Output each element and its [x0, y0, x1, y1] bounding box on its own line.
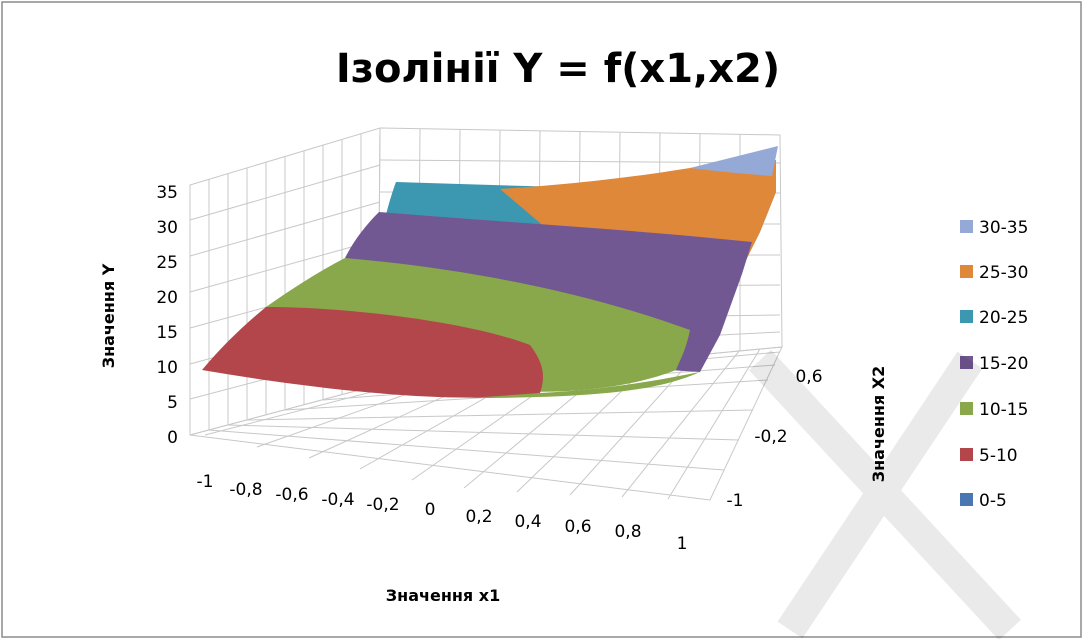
legend-swatch	[960, 356, 973, 369]
z-tick-5: 5	[167, 393, 178, 413]
x-tick: -1	[197, 472, 214, 492]
x-tick: 0,4	[514, 512, 541, 532]
surface-band-25-30-fill	[690, 160, 776, 272]
x-tick: 0,2	[465, 507, 492, 527]
legend-label: 20-25	[979, 308, 1028, 328]
z-tick-30: 30	[156, 218, 178, 238]
x-tick: 1	[677, 534, 688, 554]
surface-band-5-10	[202, 307, 543, 398]
y-tick: -0,2	[754, 427, 787, 447]
surface	[202, 146, 778, 398]
z-tick-15: 15	[156, 323, 178, 343]
legend-label: 15-20	[979, 354, 1028, 374]
z-tick-0: 0	[167, 428, 178, 448]
legend-swatch	[960, 310, 973, 323]
x-tick: -0,6	[275, 485, 308, 505]
legend: 30-35 25-30 20-25 15-20 10-15 5-10 0-5	[960, 218, 1028, 511]
z-tick-20: 20	[156, 288, 178, 308]
x-tick: 0	[425, 500, 436, 520]
legend-item-25-30: 25-30	[960, 263, 1028, 283]
chart-title: Ізолінії Y = f(x1,x2)	[336, 46, 780, 92]
y-axis-title: Значення X2	[869, 366, 888, 482]
z-tick-35: 35	[156, 183, 178, 203]
legend-swatch	[960, 402, 973, 415]
z-axis-title: Значення Y	[99, 263, 118, 368]
y-axis: -1 -0,2 0,6 Значення X2	[727, 366, 888, 511]
legend-label: 0-5	[979, 491, 1007, 511]
legend-label: 10-15	[979, 400, 1028, 420]
surface-band-10-15-front	[470, 372, 700, 398]
z-tick-10: 10	[156, 358, 178, 378]
legend-item-20-25: 20-25	[960, 308, 1028, 328]
legend-item-5-10: 5-10	[960, 446, 1018, 466]
x-tick: -0,8	[229, 480, 262, 500]
y-tick: -1	[727, 491, 744, 511]
surface-band-30-35	[690, 146, 778, 176]
x-tick: 0,8	[614, 522, 641, 542]
legend-swatch	[960, 265, 973, 278]
x-axis: -1 -0,8 -0,6 -0,4 -0,2 0 0,2 0,4 0,6 0,8…	[197, 472, 688, 605]
legend-swatch	[960, 493, 973, 506]
legend-label: 30-35	[979, 218, 1028, 238]
floor-grid	[189, 346, 783, 501]
x-tick: 0,6	[564, 517, 591, 537]
legend-label: 5-10	[979, 446, 1018, 466]
x-tick: -0,4	[321, 490, 354, 510]
legend-item-0-5: 0-5	[960, 491, 1007, 511]
z-tick-25: 25	[156, 253, 178, 273]
legend-swatch	[960, 220, 973, 233]
legend-item-30-35: 30-35	[960, 218, 1028, 238]
legend-item-15-20: 15-20	[960, 354, 1028, 374]
legend-label: 25-30	[979, 263, 1028, 283]
x-tick: -0,2	[366, 495, 399, 515]
legend-item-10-15: 10-15	[960, 400, 1028, 420]
legend-swatch	[960, 448, 973, 461]
x-axis-title: Значення x1	[386, 586, 500, 605]
y-tick: 0,6	[795, 367, 822, 387]
z-axis: 35 30 25 20 15 10 5 0 Значення Y	[99, 183, 178, 448]
watermark	[748, 349, 1022, 639]
